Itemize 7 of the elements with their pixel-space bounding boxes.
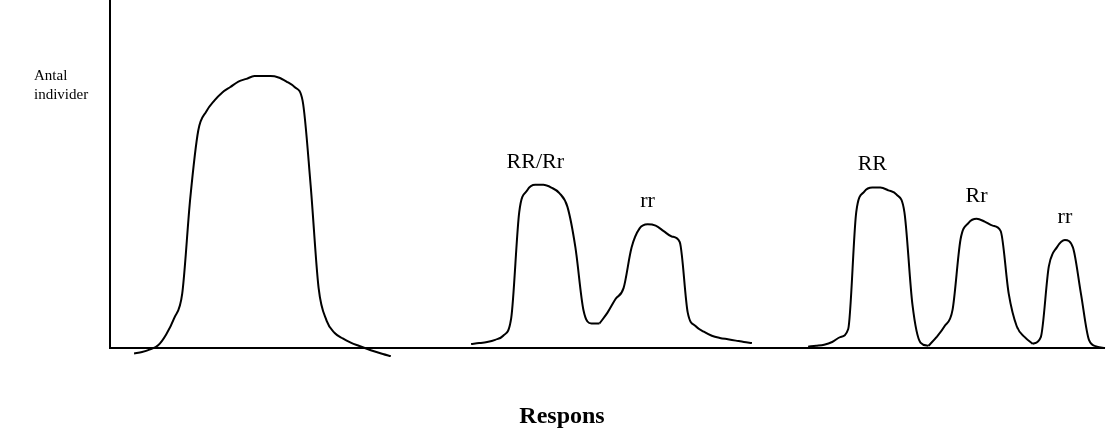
series-label: RR/Rr xyxy=(506,147,565,173)
series-label: rr xyxy=(640,187,656,213)
series-label: RR xyxy=(857,150,888,176)
series-label: rr xyxy=(1057,202,1073,228)
x-axis-title: Respons xyxy=(518,402,606,429)
series-label: Rr xyxy=(965,181,989,207)
y-axis-title: Antal individer xyxy=(34,66,90,104)
